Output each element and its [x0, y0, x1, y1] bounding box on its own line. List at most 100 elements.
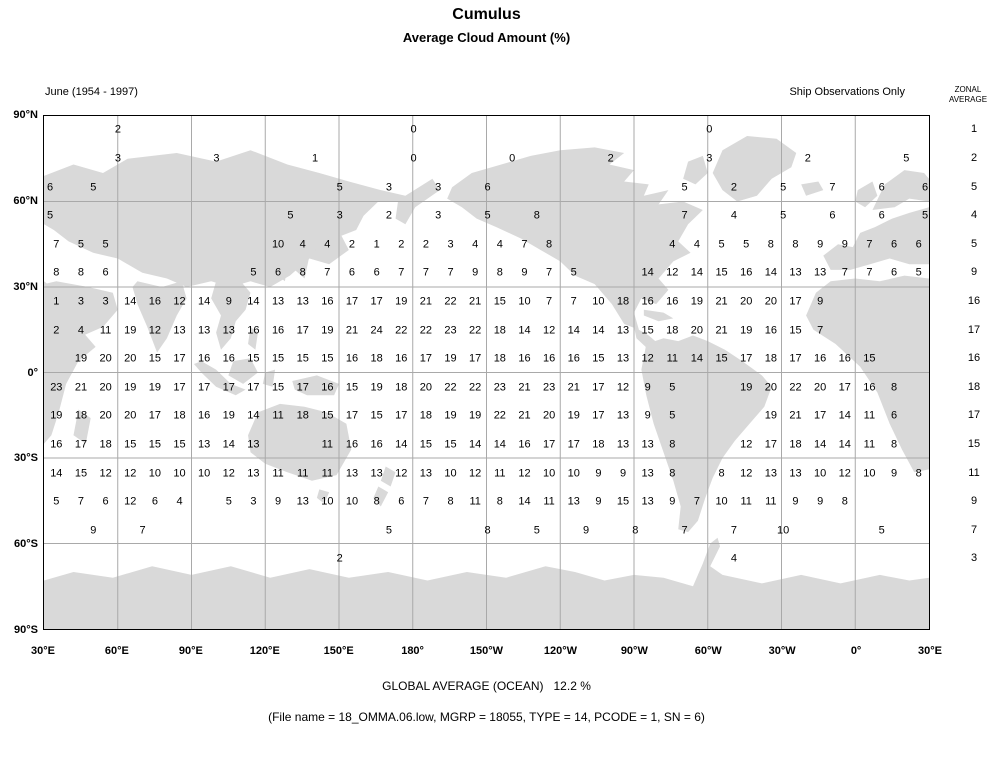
grid-value-55S-150W: 8: [484, 524, 491, 537]
grid-value-35S-75W: 8: [669, 467, 676, 480]
landmass-iceland: [801, 181, 824, 196]
grid-value-25S-135W: 16: [518, 438, 531, 451]
grid-value-5S-125W: 23: [542, 381, 556, 394]
grid-value-55N-130W: 8: [533, 209, 540, 222]
grid-value-15N-165E: 24: [370, 324, 383, 337]
grid-value-5N-65W: 14: [690, 352, 704, 365]
grid-value-45S-105E: 5: [225, 495, 232, 508]
zonal-average-value-65N: 5: [970, 180, 978, 193]
grid-value-55N-170W: 3: [435, 209, 442, 222]
grid-value-25N-65W: 19: [690, 295, 704, 308]
y-axis-label-6: 90°S: [14, 624, 38, 636]
grid-value-35S-5W: 12: [838, 467, 851, 480]
grid-value-25S-95W: 13: [616, 438, 630, 451]
grid-value-25N-35E: 1: [53, 295, 60, 308]
grid-value-55N-170E: 2: [385, 209, 392, 222]
x-axis-label-10: 30°W: [768, 645, 796, 657]
page-subtitle: Average Cloud Amount (%): [402, 30, 571, 45]
grid-value-5S-145E: 16: [321, 381, 334, 394]
grid-value-35N-165W: 7: [447, 266, 454, 279]
landmass-north-america: [447, 147, 703, 330]
x-axis-label-2: 90°E: [178, 645, 203, 657]
grid-value-45N-45W: 5: [743, 238, 750, 251]
grid-value-15N-65E: 19: [124, 324, 137, 337]
grid-value-45N-135E: 4: [299, 238, 306, 251]
grid-value-45S-135W: 14: [518, 495, 531, 508]
x-axis-label-0: 30°E: [31, 645, 55, 657]
grid-value-25N-145W: 15: [493, 295, 506, 308]
zonal-average-value-25N: 16: [967, 294, 981, 307]
grid-value-55S-50W: 7: [730, 524, 737, 537]
grid-value-35N-155W: 9: [472, 266, 479, 279]
grid-value-15S-15W: 17: [814, 409, 827, 422]
grid-value-45S-65E: 12: [124, 495, 137, 508]
grid-value-15N-175E: 22: [395, 324, 408, 337]
grid-value-5N-155E: 16: [345, 352, 359, 365]
grid-value-15N-95E: 13: [198, 324, 211, 337]
grid-value-15N-15W: 7: [817, 324, 824, 337]
grid-value-15N-145W: 18: [493, 324, 506, 337]
y-axis-label-1: 60°N: [13, 194, 38, 207]
grid-value-25N-175E: 19: [395, 295, 408, 308]
grid-value-25N-45E: 3: [77, 295, 85, 308]
grid-value-25N-105E: 9: [225, 295, 232, 308]
zonal-average-value-15S: 17: [967, 409, 981, 422]
grid-value-35S-145E: 11: [321, 467, 334, 480]
grid-value-45S-85E: 4: [176, 495, 183, 508]
grid-value-15S-5E: 11: [863, 409, 876, 422]
landmass-europe: [823, 207, 929, 270]
grid-value-5S-155E: 15: [345, 381, 359, 394]
grid-value-45N-55E: 5: [102, 238, 109, 251]
grid-value-15N-85W: 15: [641, 324, 654, 337]
grid-value-45N-135W: 7: [521, 238, 528, 251]
grid-value-35S-15W: 10: [814, 467, 827, 480]
grid-value-35S-95W: 9: [619, 467, 627, 480]
grid-value-5N-85E: 17: [173, 352, 186, 365]
grid-value-25N-15W: 9: [817, 295, 824, 308]
landmass-madagascar: [73, 409, 91, 444]
grid-value-5S-165E: 19: [370, 381, 383, 394]
grid-value-45S-135E: 13: [296, 495, 309, 508]
grid-value-25S-145W: 14: [493, 438, 506, 451]
grid-value-5S-155W: 22: [469, 381, 482, 394]
landmass-eurasia: [44, 150, 440, 287]
grid-value-35S-165E: 13: [370, 467, 383, 480]
grid-value-15N-35E: 2: [53, 324, 60, 337]
file-info-label: (File name = 18_OMMA.06.low, MGRP = 1805…: [268, 710, 705, 724]
grid-value-55S-10E: 5: [878, 524, 885, 537]
grid-value-45N-55W: 5: [718, 238, 725, 251]
grid-value-35N-15E: 6: [890, 266, 898, 279]
grid-value-45S-145E: 10: [321, 495, 334, 508]
zonal-average-header-line1: ZONAL: [954, 85, 982, 94]
y-axis-label-0: 90°N: [13, 109, 38, 121]
grid-value-25N-65E: 14: [124, 295, 137, 308]
grid-value-15S-5W: 14: [838, 409, 851, 422]
grid-value-45S-25W: 9: [792, 495, 799, 508]
grid-value-15S-35W: 19: [764, 409, 777, 422]
grid-value-25S-175W: 15: [419, 438, 433, 451]
grid-value-45S-155W: 11: [469, 495, 481, 508]
grid-value-35N-25E: 5: [915, 266, 922, 279]
grid-value-15S-35E: 19: [50, 409, 63, 422]
grid-value-15N-95W: 13: [616, 324, 630, 337]
grid-value-35N-75W: 12: [666, 266, 679, 279]
landmass-borneo: [228, 358, 258, 384]
grid-value-35N-175E: 7: [398, 266, 405, 279]
landmass-south-america: [641, 335, 772, 533]
grid-value-35N-115W: 5: [570, 266, 577, 279]
grid-value-25S-15W: 14: [814, 438, 827, 451]
grid-value-5N-115E: 15: [247, 352, 260, 365]
grid-value-25N-35W: 20: [764, 295, 777, 308]
grid-value-75N-60E: 3: [114, 152, 121, 165]
grid-value-15S-95W: 13: [616, 409, 630, 422]
grid-value-45S-55W: 10: [715, 495, 728, 508]
zonal-average-value-85N: 1: [970, 123, 978, 136]
grid-value-5S-95W: 12: [616, 381, 630, 394]
grid-value-45S-165E: 8: [373, 495, 380, 508]
grid-value-25N-75E: 16: [148, 295, 161, 308]
grid-value-5S-105W: 17: [592, 381, 605, 394]
grid-value-35S-25W: 13: [789, 467, 802, 480]
grid-value-55N-150E: 3: [336, 209, 343, 222]
grid-value-25S-155W: 14: [469, 438, 482, 451]
